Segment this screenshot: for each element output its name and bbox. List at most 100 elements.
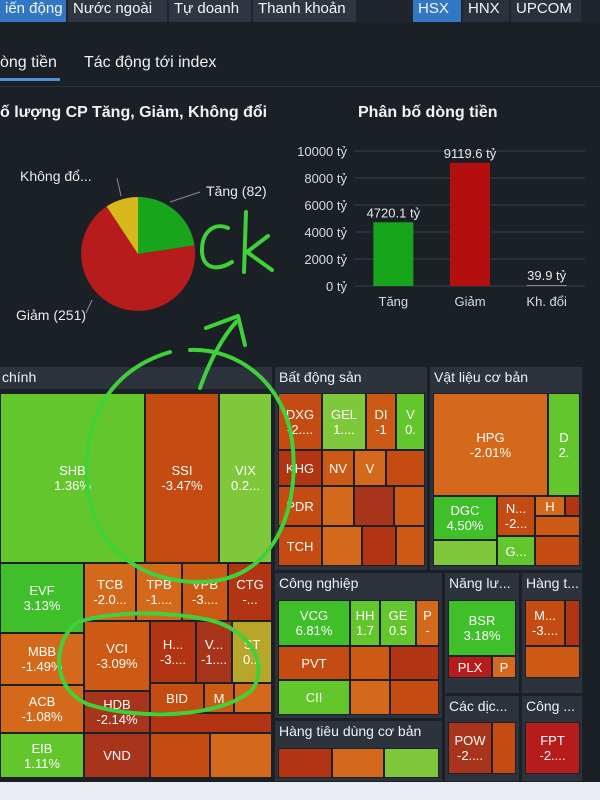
cell-vl-blank-3[interactable] [433,540,497,566]
cell-d2[interactable]: D 2. [548,393,580,496]
cell-fpt[interactable]: FPT -2.... [525,722,580,774]
cell-tcb[interactable]: TCB -2.0... [84,563,136,621]
cell-vl-blank-1[interactable] [565,496,580,516]
change: -2.... [539,748,566,763]
subtab-dong-tien[interactable]: òng tiền [0,54,57,71]
cell-bds-blank-7[interactable] [396,526,425,566]
bar-chart: 0 tỷ 2000 tỷ 4000 tỷ 6000 tỷ 8000 tỷ 10000 tỷ… [297,144,585,309]
cell-bsr[interactable]: BSR 3.18% [448,600,516,656]
pie-slice-tang[interactable] [138,196,195,254]
cell-hdb[interactable]: HDB -2.14% [84,691,150,733]
cell-gdot[interactable]: G... [497,536,535,566]
cell-di[interactable]: DI -1 [366,393,396,450]
cell-eib[interactable]: EIB 1.11% [0,733,84,778]
change: -2.14% [96,712,138,727]
cell-st[interactable]: ST 0... [232,621,272,683]
cell-vl-blank-4[interactable] [535,536,580,566]
cell-hpg[interactable]: HPG -2.01% [433,393,548,496]
cell-hh[interactable]: HH 1.7 [350,600,380,646]
ticker: SSI [171,463,193,478]
cell-bds-blank-5[interactable] [322,526,362,566]
cell-vpb[interactable]: VPB -3.... [182,563,228,621]
pie-label-khong-doi: Không đổ... [20,168,92,184]
cell-evf[interactable]: EVF 3.13% [0,563,84,633]
ticker: DXG [285,406,315,422]
cell-m[interactable]: M [204,683,234,713]
cell-p1[interactable]: P- [416,600,439,646]
sector-tai-chinh: chính [0,367,272,389]
cell-dgc[interactable]: DGC 4.50% [433,496,497,540]
ticker: CII [305,690,323,705]
cell-vnd[interactable]: VND [84,733,150,778]
cell-cn-blank-2[interactable] [390,646,439,680]
cell-vcg[interactable]: VCG 6.81% [278,600,350,646]
cell-htd-blank-1[interactable] [278,748,332,778]
cell-vl-blank-2[interactable] [535,516,580,536]
ticker: DI [374,406,388,422]
y-tick-label: 4000 tỷ [304,225,347,240]
cell-ge[interactable]: GE 0.5 [380,600,416,646]
cell-plx[interactable]: PLX [448,656,492,678]
cell-bds-blank-3[interactable] [354,486,394,526]
tab-nuoc-ngoai[interactable]: Nước ngoài [68,0,167,22]
cell-ht-blank-1[interactable] [565,600,580,646]
cell-h[interactable]: H... -3.... [150,621,196,683]
cell-blank-4[interactable] [210,733,272,778]
cell-pow[interactable]: POW -2.... [448,722,492,774]
cell-cn-blank-4[interactable] [390,680,439,715]
cell-blank-1[interactable] [234,683,272,713]
cell-v[interactable]: V... -1.... [196,621,232,683]
subtab-tac-dong-index[interactable]: Tác động tới index [84,54,217,71]
cell-htd-blank-3[interactable] [384,748,439,778]
tab-tu-doanh[interactable]: Tự doanh [169,0,251,22]
cell-mbb[interactable]: MBB -1.49% [0,633,84,685]
cell-n2[interactable]: N... -2... [497,496,535,536]
cell-mdot[interactable]: M... -3.... [525,600,565,646]
exchange-hsx[interactable]: HSX [413,0,461,22]
cell-cd-blank[interactable] [492,722,516,774]
ticker: EVF [29,583,55,598]
cell-tch[interactable]: TCH [278,526,322,566]
cell-pdr[interactable]: PDR [278,486,322,526]
cell-vci[interactable]: VCI -3.09% [84,621,150,691]
cell-ssi[interactable]: SSI -3.47% [145,393,219,563]
cell-acb[interactable]: ACB -1.08% [0,685,84,733]
tab-thanh-khoan[interactable]: Thanh khoản [253,0,356,22]
cell-htd-blank-2[interactable] [332,748,384,778]
cell-cii[interactable]: CII [278,680,350,715]
change: 6.81% [295,623,333,638]
y-tick-label: 2000 tỷ [304,252,347,267]
cell-vix[interactable]: VIX 0.2... [219,393,272,563]
exchange-upcom[interactable]: UPCOM [511,0,581,22]
cell-hx[interactable]: H [535,496,565,516]
cell-tpb[interactable]: TPB -1.... [136,563,182,621]
cell-shb[interactable]: SHB 1.36% [0,393,145,563]
change: 2. [558,444,570,460]
exchange-hnx[interactable]: HNX [463,0,509,22]
cell-gel[interactable]: GEL 1.... [322,393,366,450]
tab-bien-dong[interactable]: iến động [0,0,66,22]
ticker: P [423,608,432,623]
pie-slice-giam[interactable] [81,206,196,311]
cell-bds-blank-4[interactable] [394,486,425,526]
cell-cn-blank-1[interactable] [350,646,390,680]
ticker: V [365,460,375,476]
cell-bds-blank-6[interactable] [362,526,396,566]
cell-blank-3[interactable] [150,733,210,778]
cell-pvt[interactable]: PVT [278,646,350,680]
cell-dxg[interactable]: DXG -2.... [278,393,322,450]
ticker: VPB [191,577,218,592]
cell-bid[interactable]: BID [150,683,204,713]
cell-khg[interactable]: KHG [278,450,322,486]
pie-slice-khong-doi[interactable] [106,196,138,254]
cell-nv[interactable]: NV [322,450,354,486]
cell-p2[interactable]: P [492,656,516,678]
cell-v0[interactable]: V 0. [396,393,425,450]
cell-bds-blank-1[interactable] [386,450,425,486]
cell-blank-2[interactable] [150,713,272,733]
cell-ht-blank-2[interactable] [525,646,580,678]
cell-cn-blank-3[interactable] [350,680,390,715]
cell-bds-blank-2[interactable] [322,486,354,526]
cell-vb[interactable]: V [354,450,386,486]
cell-ctg[interactable]: CTG -... [228,563,272,621]
